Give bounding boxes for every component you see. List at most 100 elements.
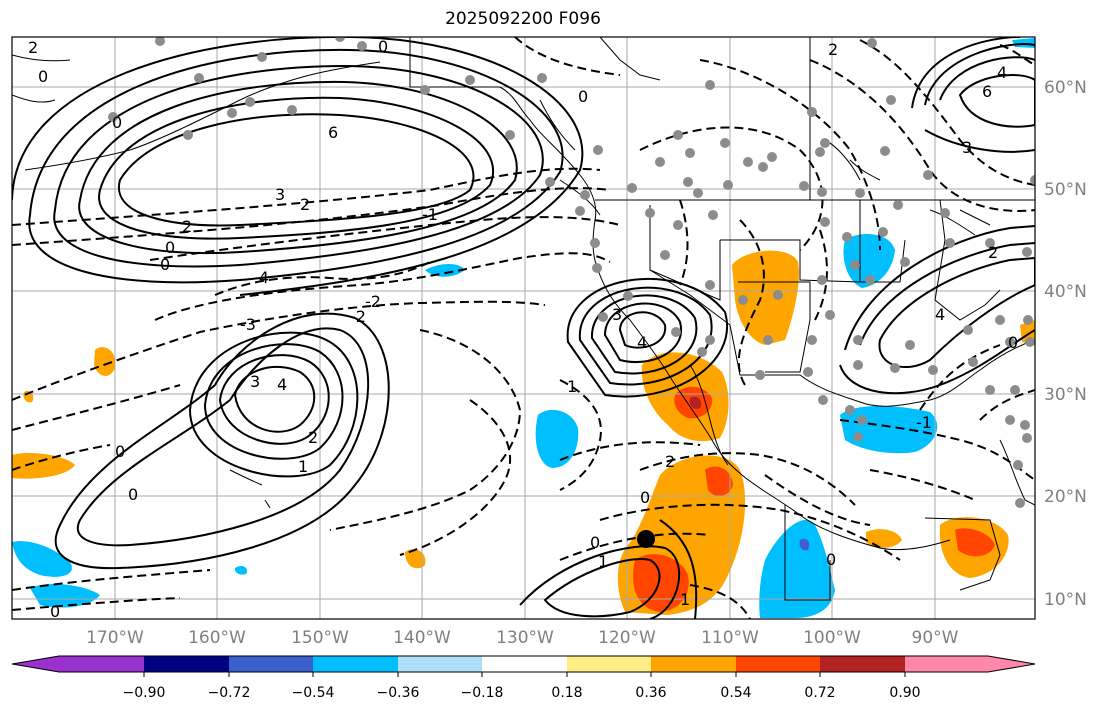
blue-shading (1012, 38, 1035, 48)
orange-shading (94, 347, 116, 376)
colorbar-left-extension (12, 656, 59, 672)
colorbar-tick-label: 0.54 (720, 685, 751, 701)
contour-label: -2 (365, 292, 381, 311)
contour-label: 4 (277, 375, 287, 394)
map-frame (11, 36, 1036, 620)
colorbar-segment (820, 656, 905, 672)
longitude-label: 100°W (803, 628, 861, 648)
contour-label: 1 (680, 590, 690, 609)
colorbar-tick-label: −0.36 (377, 685, 420, 701)
contour-label: 0 (1008, 333, 1018, 352)
colorbar-tick-label: 0.18 (551, 685, 582, 701)
colorbar-segment (736, 656, 820, 672)
longitude-label: 140°W (393, 628, 451, 648)
latitude-label: 40°N (1044, 282, 1087, 302)
contour-label: 2 (28, 38, 38, 57)
royal-blue-shading (799, 538, 810, 551)
contour-label: 0 (115, 442, 125, 461)
orange-shading (12, 453, 75, 479)
longitude-label: 120°W (598, 628, 656, 648)
contour-label: 2 (308, 428, 318, 447)
red-shading (705, 466, 733, 497)
blue-shading (843, 234, 895, 288)
blue-shading (30, 584, 100, 608)
latitude-axis: 60°N 50°N 40°N 30°N 20°N 10°N (1044, 78, 1087, 610)
longitude-label: 160°W (188, 628, 246, 648)
plot-title: 2025092200 F096 (445, 9, 601, 29)
map-area: 2 0 0 0 6 3 2 2 0 0 -4 -3 -2 -1 -2 2 3 4… (12, 37, 1035, 621)
latitude-label: 50°N (1044, 180, 1087, 200)
contour-label: 4 (935, 305, 945, 324)
orange-shading (405, 549, 426, 569)
contour-label: -4 (253, 268, 269, 287)
longitude-label: 130°W (496, 628, 554, 648)
orange-shading (866, 529, 902, 548)
contour-label: 6 (982, 82, 992, 101)
contour-label: 0 (578, 87, 588, 106)
blue-shading (759, 519, 835, 618)
blue-shading (12, 541, 72, 577)
contour-label: -1 (916, 413, 932, 432)
contour-label: -2 (350, 307, 366, 326)
contour-label: 2 (828, 40, 838, 59)
colorbar-segment (905, 656, 988, 672)
colorbar-outline (11, 655, 1036, 673)
colorbar-tick-label: 0.72 (804, 685, 835, 701)
station-markers (108, 37, 1035, 508)
colorbar-segment (144, 656, 229, 672)
contour-label: 1 (598, 552, 608, 571)
colorbar-segment (313, 656, 398, 672)
latitude-label: 30°N (1044, 385, 1087, 405)
red-shading (955, 528, 995, 557)
contour-label: 0 (826, 550, 836, 569)
shading-layer (12, 38, 1035, 618)
contour-label: 0 (50, 602, 60, 621)
colorbar-tick-label: −0.72 (208, 685, 251, 701)
colorbar-tick-label: −0.90 (123, 685, 166, 701)
contour-labels: 2 0 0 0 6 3 2 2 0 0 -4 -3 -2 -1 -2 2 3 4… (28, 37, 1018, 621)
contour-label: 0 (640, 488, 650, 507)
latitude-label: 20°N (1044, 487, 1087, 507)
contour-label: 0 (38, 67, 48, 86)
contour-label: 2 (665, 452, 675, 471)
contour-label: 2 (182, 217, 192, 236)
colorbar-segment (398, 656, 482, 672)
contour-label: 0 (378, 37, 388, 56)
colorbar-segment (482, 656, 567, 672)
contour-label: 3 (612, 305, 622, 324)
blue-shading (234, 565, 248, 575)
longitude-axis: 170°W 160°W 150°W 140°W 130°W 120°W 110°… (86, 628, 959, 648)
graticule (12, 37, 1035, 619)
contour-label: 0 (165, 238, 175, 257)
contour-label: 3 (962, 138, 972, 157)
colorbar-segment (229, 656, 313, 672)
black-marker (637, 530, 655, 548)
contour-label: 4 (637, 333, 647, 352)
latitude-label: 10°N (1044, 590, 1087, 610)
latitude-label: 60°N (1044, 78, 1087, 98)
contour-label: 2 (300, 195, 310, 214)
contour-label: -3 (240, 315, 256, 334)
contour-label: -1 (422, 205, 438, 224)
longitude-label: 170°W (86, 628, 144, 648)
colorbar-segment (651, 656, 736, 672)
orange-shading (732, 250, 799, 345)
blue-shading (425, 264, 465, 277)
colorbar-tick-label: −0.18 (461, 685, 504, 701)
contour-label: 3 (275, 185, 285, 204)
contour-label: 0 (112, 113, 122, 132)
firebrick-shading (689, 396, 702, 409)
contour-label: 0 (160, 255, 170, 274)
contour-label: 2 (988, 243, 998, 262)
contour-label: 0 (128, 485, 138, 504)
colorbar: −0.90 −0.72 −0.54 −0.36 −0.18 0.18 0.36 … (11, 655, 1036, 701)
longitude-label: 110°W (701, 628, 759, 648)
contour-label: 4 (997, 63, 1007, 82)
longitude-label: 150°W (291, 628, 349, 648)
contour-label: 3 (250, 372, 260, 391)
colorbar-tick-label: −0.54 (292, 685, 335, 701)
contour-label: 0 (590, 533, 600, 552)
colorbar-segment (59, 656, 144, 672)
longitude-label: 90°W (912, 628, 959, 648)
